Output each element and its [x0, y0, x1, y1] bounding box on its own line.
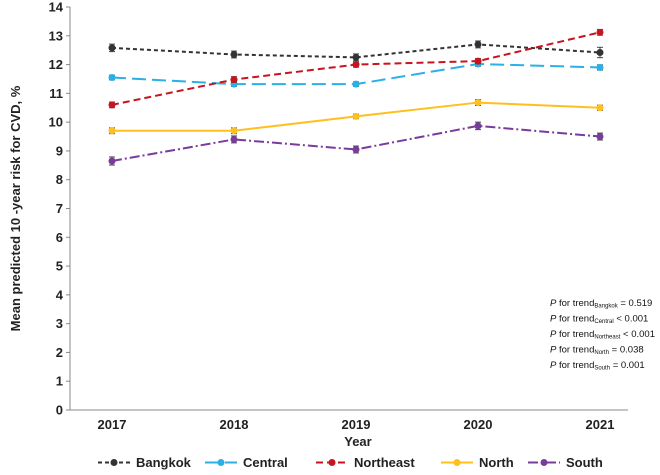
y-axis-title: Mean predicted 10 -year risk for CVD, % — [8, 85, 23, 331]
legend-label-northeast: Northeast — [354, 455, 415, 470]
y-tick-label: 8 — [56, 172, 63, 187]
axes — [69, 7, 628, 411]
series-bangkok — [108, 40, 604, 62]
data-point-north — [596, 104, 604, 112]
y-tick-label: 10 — [49, 115, 63, 130]
y-tick-label: 1 — [56, 374, 63, 389]
data-point-northeast — [474, 57, 482, 65]
y-tick-label: 14 — [49, 0, 64, 15]
legend-label-central: Central — [243, 455, 288, 470]
y-tick-label: 11 — [49, 86, 63, 101]
legend-item-northeast: Northeast — [316, 455, 415, 470]
data-point-north — [474, 99, 482, 107]
data-point-north — [108, 127, 116, 135]
trend-annotation: P for trendCentral < 0.001 — [550, 314, 648, 326]
data-point-northeast — [230, 76, 238, 84]
series-line-northeast — [111, 31, 601, 106]
y-tick-label: 2 — [56, 345, 63, 360]
y-tick-label: 5 — [56, 259, 63, 274]
y-tick-label: 9 — [56, 143, 63, 158]
data-point-bangkok — [352, 53, 360, 61]
data-point-central — [596, 63, 604, 71]
data-point-north — [352, 112, 360, 120]
data-point-south — [474, 122, 482, 130]
x-tick-label: 2017 — [98, 417, 127, 432]
y-tick-label: 7 — [56, 201, 63, 216]
legend-item-north: North — [441, 455, 514, 470]
series-northeast — [108, 28, 604, 109]
y-tick-label: 4 — [56, 287, 64, 302]
series-line-bangkok — [111, 43, 601, 59]
legend-item-south: South — [528, 455, 603, 470]
legend-item-bangkok: Bangkok — [98, 455, 192, 470]
legend-marker-central — [217, 459, 225, 466]
y-tick-label: 3 — [56, 316, 63, 331]
data-point-south — [352, 145, 360, 153]
data-point-south — [108, 157, 116, 165]
x-tick-label: 2018 — [220, 417, 249, 432]
data-point-northeast — [108, 101, 116, 109]
data-point-central — [352, 80, 360, 88]
y-tick-label: 12 — [49, 57, 63, 72]
y-tick-label: 13 — [49, 28, 63, 43]
plot-area — [108, 28, 604, 166]
trend-annotation: P for trendNorth = 0.038 — [550, 345, 644, 357]
legend-marker-northeast — [328, 459, 336, 466]
x-axis-title: Year — [344, 434, 371, 449]
legend: Bangkok Central Northeast North South — [98, 455, 603, 470]
series-north — [108, 99, 604, 135]
data-point-central — [108, 74, 116, 82]
legend-marker-north — [453, 459, 461, 466]
data-point-northeast — [352, 61, 360, 69]
series-south — [108, 121, 604, 166]
data-point-northeast — [596, 28, 604, 36]
data-point-bangkok — [596, 48, 604, 56]
x-tick-label: 2019 — [342, 417, 371, 432]
legend-label-north: North — [479, 455, 514, 470]
trend-annotation: P for trendBangkok = 0.519 — [550, 298, 652, 310]
data-point-north — [230, 127, 238, 135]
trend-annotations: P for trendBangkok = 0.519 P for trendCen… — [550, 298, 655, 372]
data-point-south — [596, 133, 604, 141]
data-point-bangkok — [474, 40, 482, 48]
trend-annotation: P for trendSouth = 0.001 — [550, 360, 645, 372]
x-tick-label: 2020 — [464, 417, 493, 432]
legend-label-south: South — [566, 455, 603, 470]
data-point-bangkok — [108, 44, 116, 52]
legend-label-bangkok: Bangkok — [136, 455, 192, 470]
data-point-bangkok — [230, 50, 238, 58]
legend-marker-south — [540, 459, 548, 466]
data-point-south — [230, 135, 238, 143]
legend-marker-bangkok — [110, 459, 118, 466]
y-tick-label: 6 — [56, 230, 63, 245]
y-tick-label: 0 — [56, 403, 63, 418]
trend-annotation: P for trendNortheast < 0.001 — [550, 329, 655, 341]
x-tick-label: 2021 — [586, 417, 615, 432]
x-ticks: 2017 2018 2019 2020 2021 — [98, 417, 615, 432]
legend-item-central: Central — [205, 455, 288, 470]
